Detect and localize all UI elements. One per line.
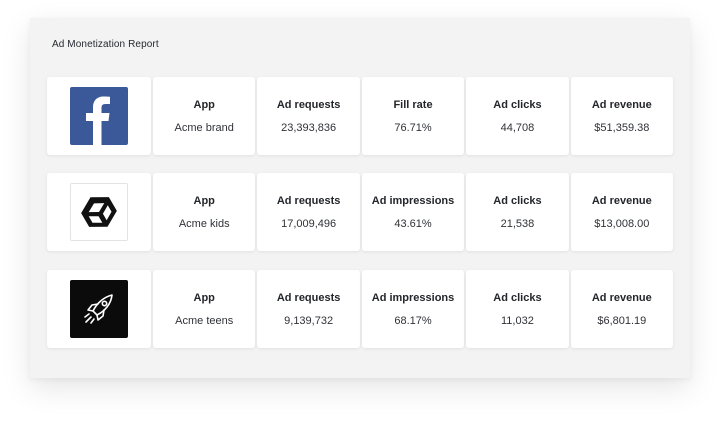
- metric-fill-rate: Fill rate 76.71%: [361, 77, 465, 155]
- metric-value: 44,708: [500, 121, 535, 134]
- metric-label: Ad revenue: [591, 291, 652, 304]
- metric-app: App Acme brand: [153, 77, 256, 155]
- metric-label: Ad revenue: [591, 98, 652, 111]
- metric-label: App: [193, 194, 215, 207]
- metric-label: App: [193, 98, 215, 111]
- metric-ad-requests: Ad requests 23,393,836: [257, 77, 360, 155]
- app-logo-cell: [47, 270, 151, 348]
- rocket-icon: [70, 280, 128, 338]
- metric-value: 23,393,836: [281, 121, 337, 134]
- metric-label: Ad requests: [276, 291, 341, 304]
- metric-ad-clicks: Ad clicks 11,032: [466, 270, 569, 348]
- facebook-icon: [70, 87, 128, 145]
- report-title: Ad Monetization Report: [52, 39, 159, 50]
- metric-value: 76.71%: [394, 121, 432, 134]
- metric-value: Acme brand: [174, 121, 234, 134]
- app-logo-cell: [47, 77, 151, 155]
- metric-label: Ad clicks: [493, 291, 542, 304]
- metric-value: $51,359.38: [594, 121, 650, 134]
- metric-value: 11,032: [501, 314, 534, 327]
- metric-value: 17,009,496: [281, 217, 337, 230]
- report-row-rocket: App Acme teens Ad requests 9,139,732 Ad …: [47, 270, 674, 348]
- metric-value: Acme kids: [178, 217, 230, 230]
- metric-ad-revenue: Ad revenue $13,008.00: [570, 173, 674, 251]
- metric-label: Ad impressions: [371, 291, 455, 304]
- metric-ad-requests: Ad requests 17,009,496: [257, 173, 360, 251]
- metric-label: Ad requests: [276, 98, 341, 111]
- app-logo-cell: [47, 173, 151, 251]
- report-row-unity: App Acme kids Ad requests 17,009,496 Ad …: [47, 173, 674, 251]
- metric-label: App: [193, 291, 215, 304]
- metric-ad-clicks: Ad clicks 44,708: [466, 77, 569, 155]
- metric-value: 68.17%: [394, 314, 432, 327]
- metric-ad-revenue: Ad revenue $51,359.38: [570, 77, 674, 155]
- metric-ad-clicks: Ad clicks 21,538: [466, 173, 569, 251]
- metric-app: App Acme teens: [153, 270, 256, 348]
- metric-label: Ad requests: [276, 194, 341, 207]
- metric-ad-requests: Ad requests 9,139,732: [257, 270, 360, 348]
- ad-monetization-report-panel: Ad Monetization Report App Acme brand Ad…: [30, 18, 690, 378]
- unity-icon: [70, 183, 128, 241]
- metric-ad-revenue: Ad revenue $6,801.19: [570, 270, 674, 348]
- metric-value: 9,139,732: [284, 314, 334, 327]
- metric-label: Ad revenue: [591, 194, 652, 207]
- metric-label: Ad clicks: [493, 194, 542, 207]
- metric-app: App Acme kids: [153, 173, 256, 251]
- metric-label: Fill rate: [393, 98, 433, 111]
- metric-value: 21,538: [500, 217, 535, 230]
- metric-value: Acme teens: [175, 314, 234, 327]
- metric-label: Ad impressions: [371, 194, 455, 207]
- metric-label: Ad clicks: [493, 98, 542, 111]
- metric-ad-impressions: Ad impressions 68.17%: [361, 270, 465, 348]
- metric-ad-impressions: Ad impressions 43.61%: [361, 173, 465, 251]
- metric-value: $13,008.00: [594, 217, 650, 230]
- report-row-facebook: App Acme brand Ad requests 23,393,836 Fi…: [47, 77, 674, 155]
- metric-value: $6,801.19: [597, 314, 647, 327]
- metric-value: 43.61%: [394, 217, 432, 230]
